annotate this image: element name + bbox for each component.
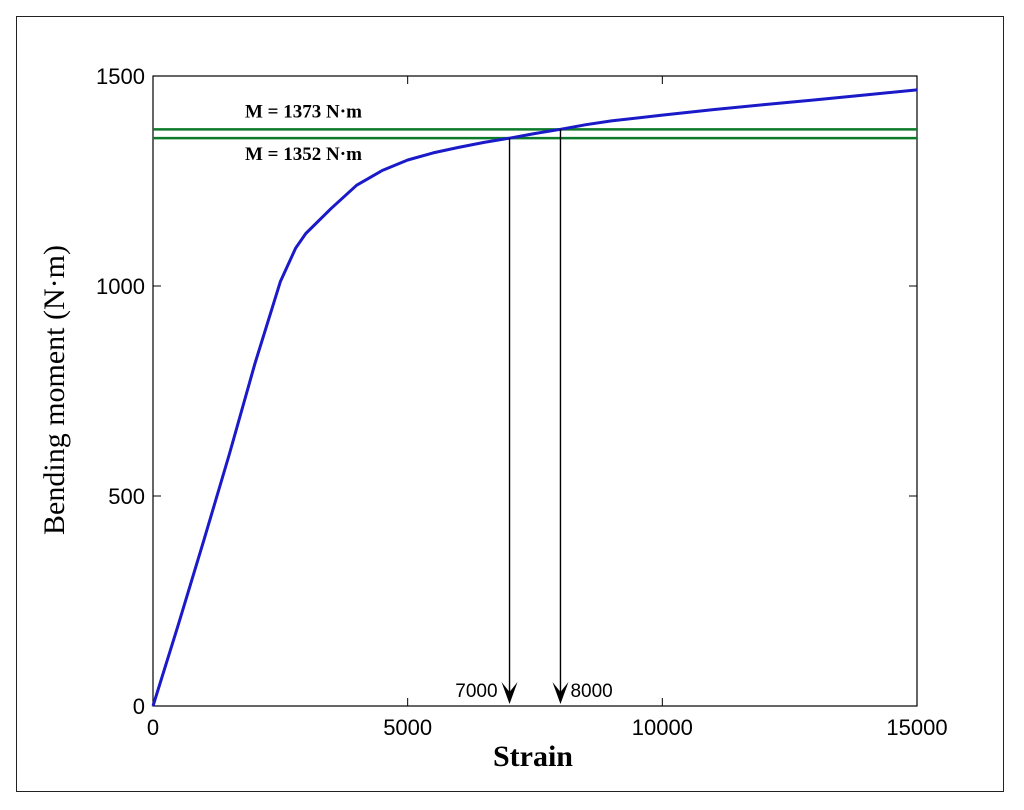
- y-tick-label: 1000: [96, 274, 145, 299]
- x-axis-label: Strain: [493, 740, 573, 773]
- x-tick-label: 10000: [632, 715, 693, 740]
- y-tick-label: 1500: [96, 64, 145, 89]
- hline-label-1352: M = 1352 N·m: [245, 144, 362, 165]
- y-tick-label: 500: [108, 484, 145, 509]
- arrowhead-8000: [552, 682, 569, 704]
- plot-area: 0 5000 10000 15000 0 500 1000 1500 M = 1373 N·m M…: [96, 64, 948, 740]
- hline-label-1373: M = 1373 N·m: [245, 101, 362, 122]
- y-tick-label: 0: [133, 694, 145, 719]
- arrowhead-7000: [501, 682, 518, 704]
- axes-box: [152, 75, 918, 707]
- series-line-0: [151, 88, 918, 707]
- x-tick-label: 15000: [886, 715, 947, 740]
- vline-label-7000: 7000: [455, 681, 497, 702]
- vline-label-8000: 8000: [570, 681, 612, 702]
- y-axis-label: Bending moment (N·m): [38, 245, 71, 535]
- x-tick-label: 0: [147, 715, 159, 740]
- x-tick-label: 5000: [383, 715, 432, 740]
